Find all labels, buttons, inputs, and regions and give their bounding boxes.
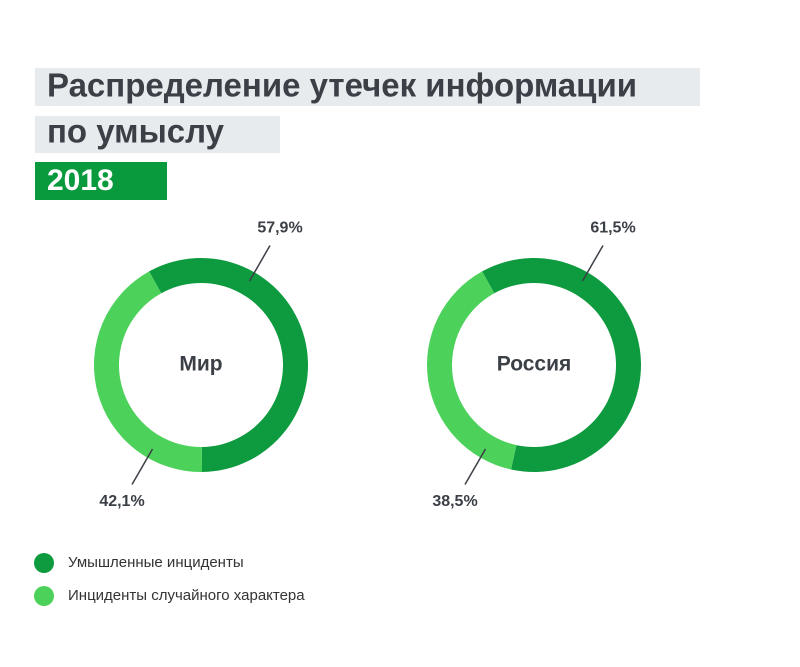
- leader-line: [248, 245, 271, 282]
- leader-line: [464, 448, 487, 485]
- chart-title: Распределение утечек информации: [47, 67, 637, 104]
- donut-segment: [482, 257, 641, 473]
- legend-label: Умышленные инциденты: [68, 554, 244, 571]
- legend-marker: [34, 586, 54, 606]
- data-label: 57,9%: [257, 219, 302, 236]
- leader-line: [131, 448, 154, 485]
- legend-label: Инциденты случайного характера: [68, 587, 305, 604]
- leader-line: [581, 245, 604, 282]
- center-label: Россия: [497, 353, 572, 376]
- data-label: 61,5%: [590, 219, 635, 236]
- data-label: 38,5%: [432, 493, 477, 510]
- chart-subtitle: 2018: [47, 164, 114, 197]
- year-bg: [35, 162, 167, 200]
- title-bg: [35, 68, 700, 106]
- legend-marker: [34, 553, 54, 573]
- donut-segment: [93, 271, 203, 473]
- chart-title: по умыслу: [47, 113, 225, 150]
- center-label: Мир: [179, 353, 222, 376]
- title-bg: [35, 116, 280, 153]
- data-label: 42,1%: [99, 493, 144, 510]
- donut-segment: [427, 271, 517, 470]
- donut-segment: [149, 258, 308, 472]
